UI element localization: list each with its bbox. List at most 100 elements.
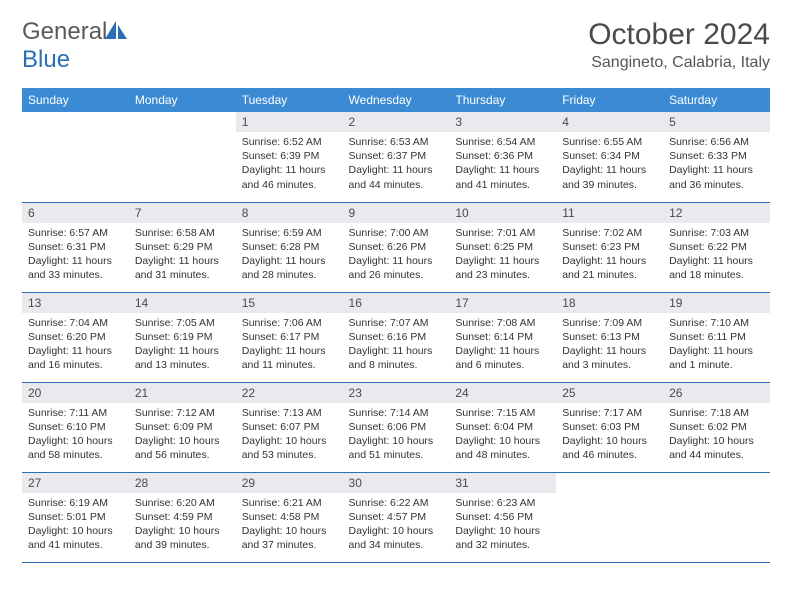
logo-text-blue: Blue bbox=[22, 46, 70, 73]
sunset-line: Sunset: 6:13 PM bbox=[562, 331, 640, 343]
day-content: Sunrise: 6:23 AMSunset: 4:56 PMDaylight:… bbox=[449, 493, 556, 559]
sunrise-line: Sunrise: 7:14 AM bbox=[349, 407, 429, 419]
weekday-header: Tuesday bbox=[236, 88, 343, 112]
day-number: 15 bbox=[236, 293, 343, 313]
calendar-week-row: 27Sunrise: 6:19 AMSunset: 5:01 PMDayligh… bbox=[22, 472, 770, 562]
calendar-day-cell: 22Sunrise: 7:13 AMSunset: 6:07 PMDayligh… bbox=[236, 382, 343, 472]
sunset-line: Sunset: 6:28 PM bbox=[242, 241, 320, 253]
sunset-line: Sunset: 6:26 PM bbox=[349, 241, 427, 253]
calendar-day-cell: 17Sunrise: 7:08 AMSunset: 6:14 PMDayligh… bbox=[449, 292, 556, 382]
calendar-day-cell: 18Sunrise: 7:09 AMSunset: 6:13 PMDayligh… bbox=[556, 292, 663, 382]
day-content: Sunrise: 7:01 AMSunset: 6:25 PMDaylight:… bbox=[449, 223, 556, 289]
sunrise-line: Sunrise: 6:21 AM bbox=[242, 497, 322, 509]
calendar-week-row: 6Sunrise: 6:57 AMSunset: 6:31 PMDaylight… bbox=[22, 202, 770, 292]
sunrise-line: Sunrise: 6:56 AM bbox=[669, 136, 749, 148]
sunset-line: Sunset: 6:25 PM bbox=[455, 241, 533, 253]
day-number: 8 bbox=[236, 203, 343, 223]
day-content: Sunrise: 6:21 AM Sunset: 4:58 PM Daylight:… bbox=[236, 493, 343, 559]
sunset-line: Sunset: 6:23 PM bbox=[562, 241, 640, 253]
header: GeneralBlue October 2024 Sangineto, Cala… bbox=[22, 18, 770, 74]
day-number: 1 bbox=[236, 112, 343, 132]
day-content: Sunrise: 7:03 AMSunset: 6:22 PMDaylight:… bbox=[663, 223, 770, 289]
day-content: Sunrise: 6:55 AMSunset: 6:34 PMDaylight:… bbox=[556, 132, 663, 198]
day-content: Sunrise: 6:57 AMSunset: 6:31 PMDaylight:… bbox=[22, 223, 129, 289]
daylight-line: Daylight: 10 hours and 44 minutes. bbox=[669, 435, 754, 461]
logo-sail-icon bbox=[105, 21, 127, 39]
day-number: 23 bbox=[343, 383, 450, 403]
daylight-line: Daylight: 10 hours and 41 minutes. bbox=[28, 525, 113, 551]
daylight-line: Daylight: 11 hours and 36 minutes. bbox=[669, 164, 753, 190]
day-number: 26 bbox=[663, 383, 770, 403]
calendar-empty-cell bbox=[22, 112, 129, 202]
day-number: 19 bbox=[663, 293, 770, 313]
day-content: Sunrise: 6:53 AMSunset: 6:37 PMDaylight:… bbox=[343, 132, 450, 198]
sunrise-line: Sunrise: 7:05 AM bbox=[135, 317, 215, 329]
daylight-line: Daylight: 10 hours and 51 minutes. bbox=[349, 435, 434, 461]
day-number: 4 bbox=[556, 112, 663, 132]
sunset-line: Sunset: 6:17 PM bbox=[242, 331, 320, 343]
calendar-day-cell: 10Sunrise: 7:01 AMSunset: 6:25 PMDayligh… bbox=[449, 202, 556, 292]
sunrise-line: Sunrise: 7:02 AM bbox=[562, 227, 642, 239]
day-content: Sunrise: 7:11 AMSunset: 6:10 PMDaylight:… bbox=[22, 403, 129, 469]
calendar-body: 1Sunrise: 6:52 AMSunset: 6:39 PMDaylight… bbox=[22, 112, 770, 562]
weekday-header: Monday bbox=[129, 88, 236, 112]
daylight-line: Daylight: 10 hours and 37 minutes. bbox=[242, 525, 327, 551]
sunrise-line: Sunrise: 6:19 AM bbox=[28, 497, 108, 509]
sunrise-line: Sunrise: 6:23 AM bbox=[455, 497, 535, 509]
title-block: October 2024 Sangineto, Calabria, Italy bbox=[588, 18, 770, 72]
sunset-line: Sunset: 6:04 PM bbox=[455, 421, 533, 433]
daylight-line: Daylight: 11 hours and 21 minutes. bbox=[562, 255, 646, 281]
day-content: Sunrise: 7:13 AMSunset: 6:07 PMDaylight:… bbox=[236, 403, 343, 469]
calendar-day-cell: 2Sunrise: 6:53 AMSunset: 6:37 PMDaylight… bbox=[343, 112, 450, 202]
day-content: Sunrise: 7:00 AMSunset: 6:26 PMDaylight:… bbox=[343, 223, 450, 289]
sunrise-line: Sunrise: 7:18 AM bbox=[669, 407, 749, 419]
calendar-table: SundayMondayTuesdayWednesdayThursdayFrid… bbox=[22, 88, 770, 563]
calendar-day-cell: 30 Sunrise: 6:22 AM Sunset: 4:57 PM Dayligh… bbox=[343, 472, 450, 562]
sunset-line: Sunset: 6:11 PM bbox=[669, 331, 746, 343]
weekday-header: Thursday bbox=[449, 88, 556, 112]
sunrise-line: Sunrise: 6:52 AM bbox=[242, 136, 322, 148]
sunrise-line: Sunrise: 6:53 AM bbox=[349, 136, 429, 148]
sunset-line: Sunset: 4:57 PM bbox=[349, 511, 427, 523]
calendar-day-cell: 1Sunrise: 6:52 AMSunset: 6:39 PMDaylight… bbox=[236, 112, 343, 202]
day-content: Sunrise: 7:02 AM Sunset: 6:23 PM Daylight:… bbox=[556, 223, 663, 289]
calendar-day-cell: 5Sunrise: 6:56 AMSunset: 6:33 PMDaylight… bbox=[663, 112, 770, 202]
sunrise-line: Sunrise: 6:54 AM bbox=[455, 136, 535, 148]
sunrise-line: Sunrise: 7:03 AM bbox=[669, 227, 749, 239]
day-number: 14 bbox=[129, 293, 236, 313]
sunrise-line: Sunrise: 7:11 AM bbox=[28, 407, 107, 419]
sunset-line: Sunset: 5:01 PM bbox=[28, 511, 106, 523]
daylight-line: Daylight: 10 hours and 39 minutes. bbox=[135, 525, 220, 551]
day-content: Sunrise: 7:10 AMSunset: 6:11 PMDaylight:… bbox=[663, 313, 770, 379]
logo-text: GeneralBlue bbox=[22, 18, 127, 74]
day-number: 10 bbox=[449, 203, 556, 223]
day-content: Sunrise: 6:56 AMSunset: 6:33 PMDaylight:… bbox=[663, 132, 770, 198]
calendar-day-cell: 27Sunrise: 6:19 AMSunset: 5:01 PMDayligh… bbox=[22, 472, 129, 562]
day-number: 11 bbox=[556, 203, 663, 223]
calendar-day-cell: 20Sunrise: 7:11 AMSunset: 6:10 PMDayligh… bbox=[22, 382, 129, 472]
day-content: Sunrise: 7:18 AMSunset: 6:02 PMDaylight:… bbox=[663, 403, 770, 469]
daylight-line: Daylight: 10 hours and 46 minutes. bbox=[562, 435, 647, 461]
calendar-day-cell: 4Sunrise: 6:55 AMSunset: 6:34 PMDaylight… bbox=[556, 112, 663, 202]
day-number: 21 bbox=[129, 383, 236, 403]
sunset-line: Sunset: 4:56 PM bbox=[455, 511, 533, 523]
daylight-line: Daylight: 11 hours and 26 minutes. bbox=[349, 255, 433, 281]
sunset-line: Sunset: 6:09 PM bbox=[135, 421, 213, 433]
sunrise-line: Sunrise: 6:22 AM bbox=[349, 497, 429, 509]
calendar-day-cell: 6Sunrise: 6:57 AMSunset: 6:31 PMDaylight… bbox=[22, 202, 129, 292]
sunset-line: Sunset: 6:34 PM bbox=[562, 150, 640, 162]
day-number: 30 bbox=[343, 473, 450, 493]
weekday-header-row: SundayMondayTuesdayWednesdayThursdayFrid… bbox=[22, 88, 770, 112]
daylight-line: Daylight: 10 hours and 34 minutes. bbox=[349, 525, 434, 551]
sunrise-line: Sunrise: 7:09 AM bbox=[562, 317, 642, 329]
calendar-day-cell: 29 Sunrise: 6:21 AM Sunset: 4:58 PM Dayligh… bbox=[236, 472, 343, 562]
day-content: Sunrise: 6:20 AMSunset: 4:59 PMDaylight:… bbox=[129, 493, 236, 559]
day-number: 29 bbox=[236, 473, 343, 493]
daylight-line: Daylight: 11 hours and 16 minutes. bbox=[28, 345, 112, 371]
day-content: Sunrise: 6:22 AM Sunset: 4:57 PM Daylight:… bbox=[343, 493, 450, 559]
calendar-empty-cell bbox=[129, 112, 236, 202]
sunset-line: Sunset: 4:58 PM bbox=[242, 511, 320, 523]
day-number: 9 bbox=[343, 203, 450, 223]
calendar-week-row: 13Sunrise: 7:04 AMSunset: 6:20 PMDayligh… bbox=[22, 292, 770, 382]
daylight-line: Daylight: 10 hours and 58 minutes. bbox=[28, 435, 113, 461]
